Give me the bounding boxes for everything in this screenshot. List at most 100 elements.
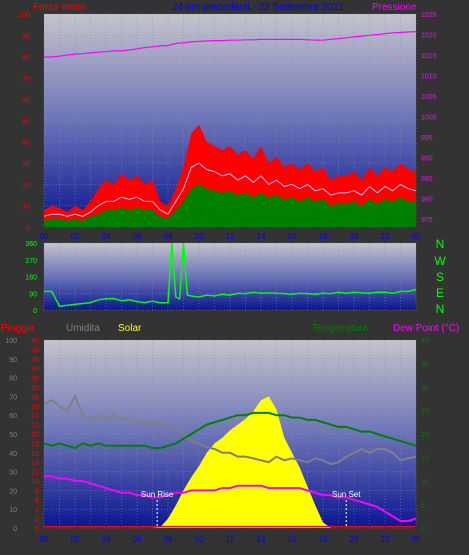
temperature-axis-title: Temperatura bbox=[312, 323, 369, 334]
direction-tick-360: 360 bbox=[25, 241, 37, 248]
temp-tick-0: 0 bbox=[421, 526, 425, 533]
x-tick-bottom-4: 08 bbox=[164, 535, 173, 544]
rain-tick-4: 4 bbox=[35, 507, 39, 514]
x-tick-bottom-6: 12 bbox=[226, 535, 235, 544]
direction-tick-180: 180 bbox=[25, 275, 37, 282]
rain-tick-24: 24 bbox=[31, 413, 39, 420]
series-solar bbox=[44, 396, 416, 528]
series-humidity bbox=[43, 394, 417, 466]
x-tick-bottom-1: 02 bbox=[71, 535, 80, 544]
pressure-tick-1025: 1025 bbox=[421, 12, 437, 19]
direction-tick-0: 0 bbox=[33, 308, 37, 315]
x-tick-top-6: 12 bbox=[226, 232, 235, 241]
pressure-tick-995: 995 bbox=[421, 135, 433, 142]
chart-marks bbox=[43, 31, 417, 528]
pressure-tick-1015: 1015 bbox=[421, 53, 437, 60]
humidity-tick-60: 60 bbox=[9, 413, 17, 420]
rain-tick-36: 36 bbox=[31, 357, 39, 364]
temp-tick-10: 10 bbox=[421, 479, 429, 486]
pressure-tick-985: 985 bbox=[421, 176, 433, 183]
x-tick-bottom-8: 16 bbox=[288, 535, 297, 544]
x-tick-top-12: 00 bbox=[412, 232, 421, 241]
compass-n-top: N bbox=[436, 237, 445, 251]
pressure-tick-1020: 1020 bbox=[421, 32, 437, 39]
rain-tick-40: 40 bbox=[31, 338, 39, 345]
wind-tick-10: 10 bbox=[22, 204, 30, 211]
temp-tick-20: 20 bbox=[421, 432, 429, 439]
x-tick-bottom-10: 20 bbox=[350, 535, 359, 544]
compass-s: S bbox=[436, 270, 444, 284]
x-tick-top-11: 22 bbox=[381, 232, 390, 241]
wind-tick-0: 0 bbox=[26, 225, 30, 232]
x-tick-bottom-11: 22 bbox=[381, 535, 390, 544]
x-tick-top-0: 00 bbox=[40, 232, 49, 241]
humidity-tick-100: 100 bbox=[5, 338, 17, 345]
rain-tick-30: 30 bbox=[31, 385, 39, 392]
rain-tick-20: 20 bbox=[31, 432, 39, 439]
rain-tick-0: 0 bbox=[35, 526, 39, 533]
rain-tick-14: 14 bbox=[31, 460, 39, 467]
dewpoint-axis-title: Dew Point (°C) bbox=[393, 323, 459, 334]
wind-tick-60: 60 bbox=[22, 97, 30, 104]
compass-w: W bbox=[434, 254, 446, 268]
series-dewpoint bbox=[44, 475, 417, 522]
humidity-tick-0: 0 bbox=[13, 526, 17, 533]
x-tick-top-2: 04 bbox=[102, 232, 111, 241]
sunset-label: Sun Set bbox=[332, 490, 361, 499]
temp-tick-30: 30 bbox=[421, 385, 429, 392]
temp-tick-35: 35 bbox=[421, 362, 429, 369]
rain-tick-18: 18 bbox=[31, 441, 39, 448]
x-tick-top-4: 08 bbox=[164, 232, 173, 241]
x-tick-bottom-2: 04 bbox=[102, 535, 111, 544]
wind-tick-40: 40 bbox=[22, 140, 30, 147]
series-pressure bbox=[44, 31, 417, 58]
rain-tick-12: 12 bbox=[31, 470, 39, 477]
x-tick-top-1: 02 bbox=[71, 232, 80, 241]
rain-tick-10: 10 bbox=[31, 479, 39, 486]
humidity-tick-30: 30 bbox=[9, 470, 17, 477]
rain-tick-2: 2 bbox=[35, 517, 39, 524]
x-tick-top-8: 16 bbox=[288, 232, 297, 241]
direction-tick-270: 270 bbox=[25, 258, 37, 265]
direction-tick-90: 90 bbox=[29, 291, 37, 298]
pressure-tick-990: 990 bbox=[421, 155, 433, 162]
wind-tick-50: 50 bbox=[22, 119, 30, 126]
x-tick-bottom-5: 10 bbox=[195, 535, 204, 544]
x-tick-top-9: 18 bbox=[319, 232, 328, 241]
pressure-tick-1005: 1005 bbox=[421, 94, 437, 101]
humidity-tick-40: 40 bbox=[9, 451, 17, 458]
rain-tick-6: 6 bbox=[35, 498, 39, 505]
wind-tick-20: 20 bbox=[22, 182, 30, 189]
wind-tick-30: 30 bbox=[22, 161, 30, 168]
rain-tick-28: 28 bbox=[31, 394, 39, 401]
x-tick-bottom-9: 18 bbox=[319, 535, 328, 544]
x-tick-top-7: 14 bbox=[257, 232, 266, 241]
x-tick-bottom-3: 06 bbox=[133, 535, 142, 544]
series-gust-mid bbox=[43, 162, 417, 217]
humidity-axis-title: Umidita bbox=[66, 323, 100, 334]
wind-tick-90: 90 bbox=[22, 33, 30, 40]
temp-tick-15: 15 bbox=[421, 456, 429, 463]
rain-tick-32: 32 bbox=[31, 376, 39, 383]
wind-tick-100: 100 bbox=[18, 12, 30, 19]
x-tick-bottom-0: 00 bbox=[40, 535, 49, 544]
x-tick-top-10: 20 bbox=[350, 232, 359, 241]
axis-labels: 0102030405060708090100975980985990995100… bbox=[5, 12, 436, 544]
rain-tick-34: 34 bbox=[31, 366, 39, 373]
rain-tick-26: 26 bbox=[31, 404, 39, 411]
humidity-tick-80: 80 bbox=[9, 376, 17, 383]
pressure-tick-975: 975 bbox=[421, 217, 433, 224]
wind-tick-80: 80 bbox=[22, 55, 30, 62]
pressure-axis-title: Pressione bbox=[372, 2, 417, 13]
x-tick-bottom-12: 00 bbox=[412, 535, 421, 544]
x-tick-top-5: 10 bbox=[195, 232, 204, 241]
rain-tick-8: 8 bbox=[35, 488, 39, 495]
rain-tick-22: 22 bbox=[31, 423, 39, 430]
series-temperature bbox=[43, 411, 417, 450]
compass-e: E bbox=[436, 286, 444, 300]
temp-tick-40: 40 bbox=[421, 338, 429, 345]
wind-axis-title: Forza vento bbox=[33, 2, 86, 13]
humidity-tick-20: 20 bbox=[9, 488, 17, 495]
pressure-tick-980: 980 bbox=[421, 196, 433, 203]
